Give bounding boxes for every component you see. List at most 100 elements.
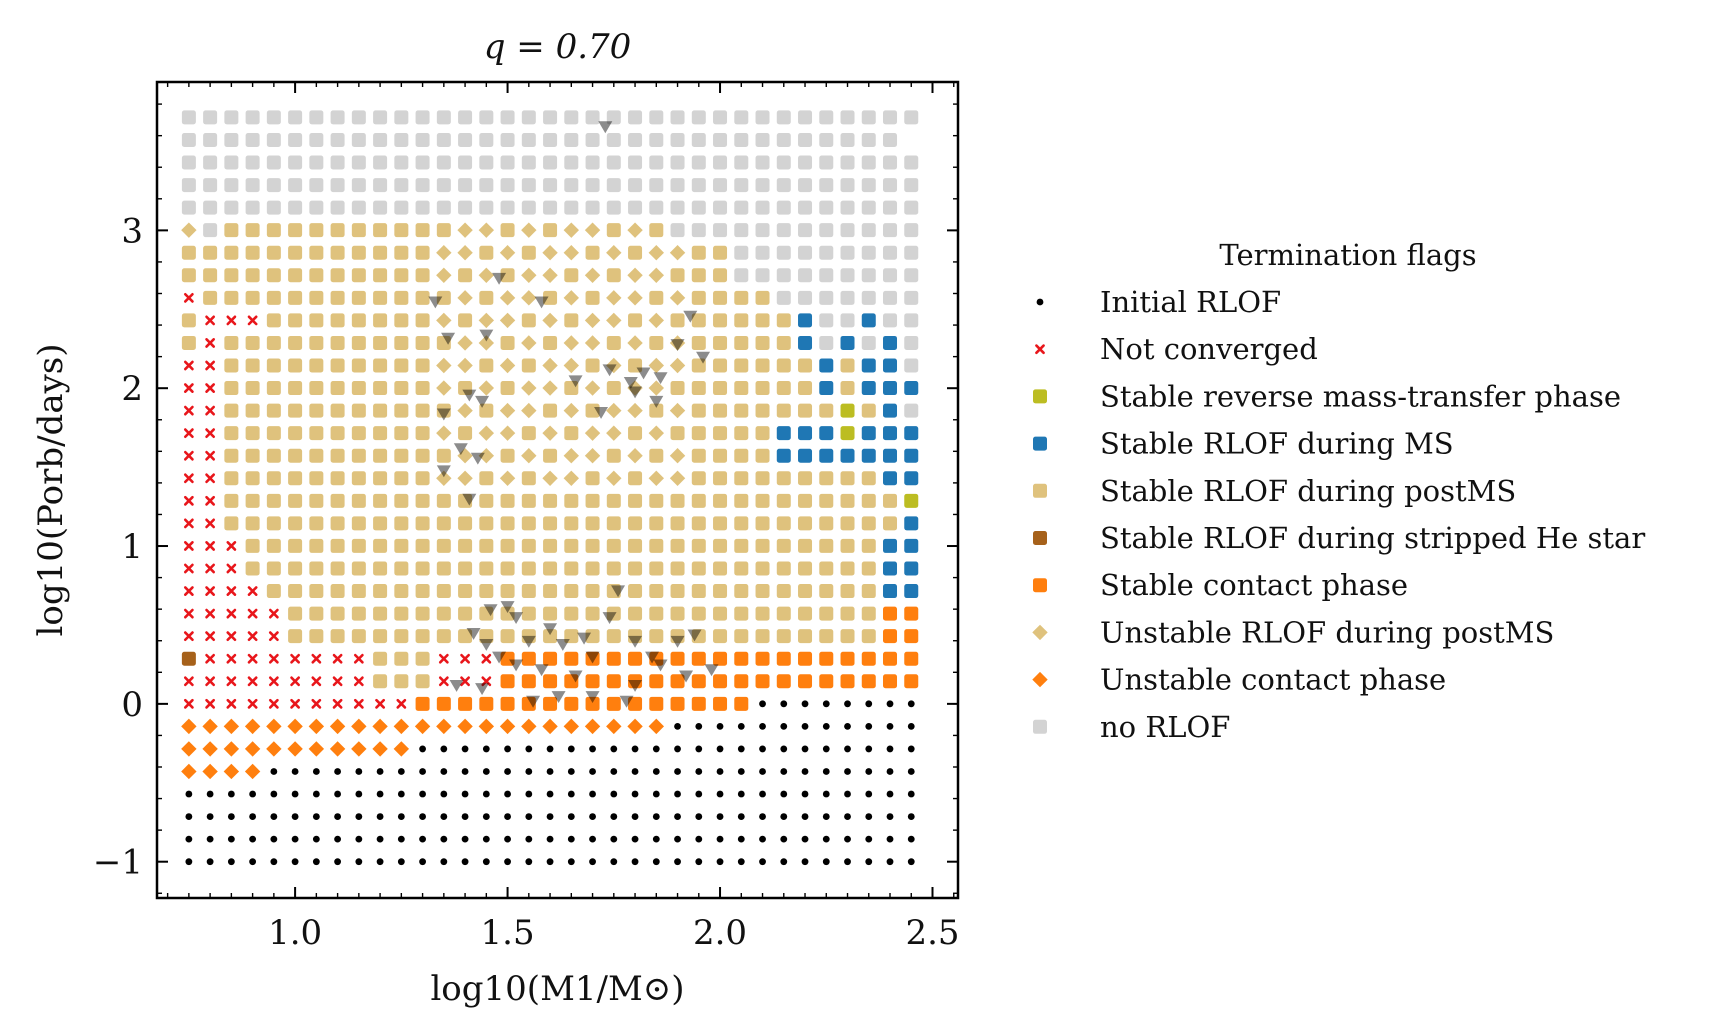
- grid-marker-initial_rlof: [504, 858, 511, 866]
- grid-marker-stable_postms: [330, 629, 345, 644]
- grid-marker-stable_ms: [840, 335, 855, 350]
- grid-marker-no_rlof: [798, 245, 813, 260]
- grid-marker-unstable_postms: [648, 357, 664, 374]
- grid-marker-no_rlof: [670, 155, 685, 170]
- grid-marker-unstable_postms: [627, 380, 643, 396]
- grid-marker-initial_rlof: [716, 768, 724, 775]
- grid-marker-no_rlof: [245, 200, 260, 215]
- grid-marker-no_rlof: [734, 132, 749, 147]
- grid-marker-no_rlof: [691, 223, 706, 238]
- grid-marker-stable_postms: [564, 584, 579, 599]
- grid-marker-stable_postms: [649, 606, 664, 621]
- grid-marker-initial_rlof: [567, 858, 575, 866]
- grid-marker-stable_postms: [224, 358, 239, 373]
- grid-marker-stable_postms: [224, 516, 239, 531]
- overlay-point: [687, 629, 702, 642]
- grid-marker-no_rlof: [776, 245, 791, 260]
- grid-marker-stable_postms: [245, 538, 260, 553]
- grid-marker-not_converged: [481, 676, 492, 687]
- overlay-point: [479, 329, 494, 342]
- grid-marker-stable_postms: [585, 516, 600, 531]
- grid-marker-stable_postms: [436, 403, 451, 418]
- grid-marker-initial_rlof: [844, 858, 851, 866]
- grid-marker-unstable_postms: [521, 267, 537, 283]
- grid-marker-stable_postms: [861, 561, 876, 576]
- grid-marker-initial_rlof: [249, 858, 257, 866]
- grid-marker-stable_postms: [585, 471, 600, 486]
- grid-marker-not_converged: [205, 676, 216, 687]
- grid-marker-no_rlof: [585, 110, 600, 125]
- grid-marker-stable_postms: [521, 629, 536, 644]
- grid-marker-no_rlof: [415, 200, 430, 215]
- grid-marker-initial_rlof: [589, 790, 596, 798]
- grid-marker-stable_postms: [330, 403, 345, 418]
- grid-marker-stable_postms: [181, 268, 196, 283]
- grid-marker-no_rlof: [564, 178, 579, 193]
- grid-marker-stable_postms: [840, 606, 855, 621]
- grid-marker-initial_rlof: [907, 790, 915, 798]
- overlay-point: [585, 691, 600, 703]
- overlay-point: [453, 443, 468, 456]
- grid-marker-no_rlof: [713, 200, 728, 215]
- grid-marker-initial_rlof: [567, 813, 575, 820]
- grid-marker-stable_postms: [245, 516, 260, 531]
- grid-marker-stable_postms: [606, 629, 621, 644]
- grid-marker-not_converged: [247, 676, 258, 687]
- grid-marker-not_converged: [247, 653, 258, 664]
- grid-marker-stable_postms: [266, 426, 281, 441]
- grid-marker-no_rlof: [330, 132, 345, 147]
- grid-marker-no_rlof: [819, 223, 834, 238]
- grid-marker-initial_rlof: [907, 813, 915, 820]
- legend-label-stable_postms: Stable RLOF during postMS: [1100, 474, 1516, 508]
- grid-marker-stable_postms: [415, 245, 430, 260]
- grid-marker-stable_postms: [734, 516, 749, 531]
- grid-marker-initial_rlof: [759, 858, 766, 866]
- grid-marker-stable_postms: [755, 471, 770, 486]
- grid-marker-stable_ms: [904, 584, 919, 599]
- grid-marker-stable_postms: [628, 471, 643, 486]
- grid-marker-no_rlof: [628, 110, 643, 125]
- grid-marker-stable_postms: [415, 426, 430, 441]
- grid-marker-stable_postms: [798, 471, 813, 486]
- legend-title: Termination flags: [1219, 238, 1476, 272]
- overlay-point: [623, 376, 638, 389]
- overlay-point: [475, 395, 490, 408]
- grid-marker-initial_rlof: [206, 790, 214, 798]
- grid-marker-stable_postms: [266, 516, 281, 531]
- grid-marker-stable_postms: [606, 493, 621, 508]
- grid-marker-stable_contact: [713, 674, 728, 689]
- grid-marker-initial_rlof: [695, 835, 703, 843]
- grid-marker-stable_postms: [266, 313, 281, 328]
- grid-marker-stable_postms: [798, 584, 813, 599]
- grid-marker-initial_rlof: [355, 813, 363, 820]
- grid-marker-unstable_postms: [542, 425, 558, 441]
- grid-marker-no_rlof: [224, 155, 239, 170]
- grid-marker-no_rlof: [500, 200, 515, 215]
- grid-marker-no_rlof: [543, 155, 558, 170]
- grid-marker-stable_postms: [585, 606, 600, 621]
- grid-marker-stable_postms: [458, 426, 473, 441]
- grid-marker-stable_postms: [585, 403, 600, 418]
- grid-marker-no_rlof: [819, 313, 834, 328]
- grid-marker-stable_postms: [394, 245, 409, 260]
- grid-marker-stable_contact: [734, 674, 749, 689]
- overlay-point: [492, 651, 507, 664]
- grid-marker-initial_rlof: [482, 835, 490, 843]
- grid-marker-initial_rlof: [801, 835, 809, 843]
- grid-marker-stable_postms: [436, 223, 451, 238]
- grid-marker-initial_rlof: [759, 768, 766, 775]
- grid-marker-stable_postms: [734, 561, 749, 576]
- grid-marker-stable_reverse: [904, 493, 919, 508]
- grid-marker-stable_postms: [861, 629, 876, 644]
- grid-marker-unstable_contact: [414, 718, 431, 735]
- overlay-point: [509, 659, 524, 672]
- grid-marker-stable_postms: [500, 268, 515, 283]
- grid-marker-unstable_contact: [372, 741, 388, 757]
- grid-marker-no_rlof: [373, 155, 388, 170]
- grid-marker-unstable_postms: [584, 222, 601, 238]
- grid-marker-unstable_postms: [457, 470, 473, 486]
- x-axis-label: log10(M1/M⊙): [430, 969, 684, 1009]
- grid-marker-stable_postms: [543, 403, 558, 418]
- grid-marker-stable_postms: [479, 358, 494, 373]
- grid-marker-unstable_postms: [499, 425, 516, 441]
